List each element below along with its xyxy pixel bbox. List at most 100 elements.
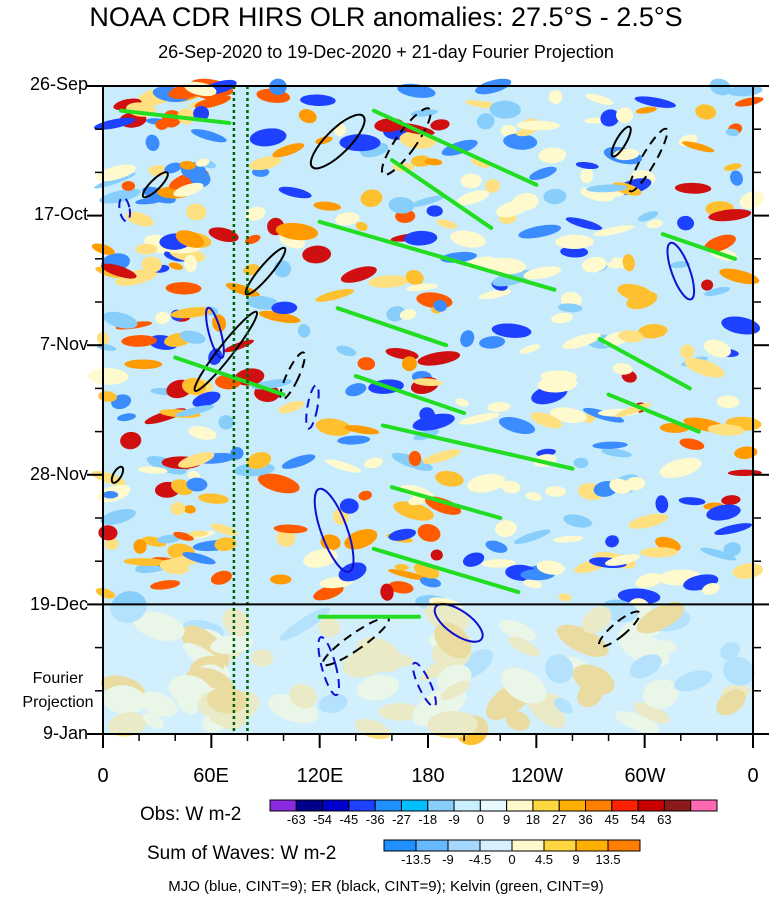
mjo-contour bbox=[205, 306, 225, 360]
anomaly-patch bbox=[335, 212, 360, 226]
anomaly-patch bbox=[680, 344, 695, 359]
anomaly-patch bbox=[489, 100, 521, 119]
obs-colorbar-tick-label: 0 bbox=[476, 812, 484, 827]
anomaly-patch bbox=[723, 542, 742, 557]
anomaly-patch bbox=[498, 416, 536, 434]
anomaly-patch bbox=[271, 301, 298, 315]
obs-colorbar-swatch bbox=[637, 799, 665, 812]
anomaly-patch bbox=[258, 310, 301, 324]
anomaly-patch bbox=[584, 117, 606, 124]
anomaly-patch bbox=[397, 83, 436, 98]
waves-colorbar-swatch bbox=[383, 839, 417, 852]
y-tick-label: 17-Oct bbox=[33, 204, 88, 224]
kelvin-contour bbox=[173, 355, 286, 397]
anomaly-patch bbox=[102, 311, 138, 329]
waves-colorbar-tick-label: 4.5 bbox=[534, 852, 554, 867]
y-tick-label: 7-Nov bbox=[39, 334, 88, 354]
anomaly-patch bbox=[297, 324, 311, 338]
projection-label-line1: Fourier bbox=[32, 670, 84, 687]
anomaly-patch bbox=[582, 256, 607, 273]
anomaly-patch bbox=[315, 418, 352, 436]
anomaly-patch bbox=[538, 147, 567, 164]
obs-colorbar-swatch bbox=[348, 799, 376, 812]
waves-colorbar-swatch bbox=[479, 839, 513, 852]
anomaly-patch bbox=[102, 491, 119, 499]
anomaly-patch bbox=[120, 431, 142, 450]
anomaly-patch bbox=[500, 124, 517, 137]
x-tick-label: 120W bbox=[510, 765, 564, 787]
er-contour bbox=[380, 107, 432, 176]
anomaly-patch bbox=[704, 234, 736, 253]
anomaly-patch bbox=[249, 156, 282, 171]
anomaly-patch bbox=[605, 535, 619, 548]
anomaly-patch bbox=[457, 190, 490, 206]
anomaly-patch bbox=[485, 179, 500, 193]
anomaly-patch bbox=[175, 405, 215, 417]
anomaly-patch bbox=[616, 107, 634, 124]
anomaly-patch bbox=[344, 425, 380, 435]
anomaly-patch bbox=[622, 254, 635, 272]
anomaly-patch bbox=[635, 106, 657, 114]
anomaly-patch bbox=[523, 266, 562, 280]
anomaly-patch bbox=[563, 514, 593, 528]
er-contour bbox=[110, 465, 125, 484]
obs-colorbar-swatch bbox=[690, 799, 718, 812]
anomaly-patch bbox=[512, 193, 539, 211]
anomaly-patch bbox=[695, 104, 717, 120]
obs-colorbar-tick-label: -54 bbox=[313, 812, 332, 827]
anomaly-patch bbox=[601, 448, 632, 458]
anomaly-patch bbox=[278, 400, 305, 414]
obs-colorbar-swatch bbox=[453, 799, 481, 812]
anomaly-patch bbox=[426, 205, 443, 217]
anomaly-patch bbox=[214, 537, 237, 552]
x-tick-label: 180 bbox=[411, 765, 445, 787]
anomaly-patch bbox=[592, 441, 628, 449]
mjo-contour bbox=[317, 636, 340, 697]
anomaly-patch bbox=[708, 209, 752, 222]
waves-colorbar-swatch bbox=[607, 839, 641, 852]
anomaly-patch bbox=[585, 93, 614, 105]
anomaly-patch bbox=[494, 520, 517, 537]
anomaly-patch bbox=[302, 245, 332, 264]
anomaly-patch bbox=[479, 336, 506, 349]
anomaly-patch bbox=[701, 279, 714, 291]
obs-colorbar-swatch bbox=[585, 799, 613, 812]
er-contour bbox=[610, 125, 632, 158]
anomaly-patch bbox=[659, 457, 702, 479]
anomaly-patch bbox=[557, 303, 583, 313]
anomaly-patch bbox=[345, 383, 367, 397]
waves-colorbar-swatch bbox=[511, 839, 545, 852]
anomaly-patch bbox=[135, 197, 164, 205]
anomaly-patch bbox=[612, 363, 633, 375]
anomaly-patch bbox=[530, 412, 563, 429]
anomaly-patch bbox=[358, 490, 372, 501]
anomaly-patch bbox=[405, 270, 424, 285]
anomaly-patch bbox=[325, 459, 361, 473]
waves-colorbar-tick-label: -4.5 bbox=[468, 852, 492, 867]
anomaly-patch bbox=[525, 492, 543, 501]
anomaly-patch bbox=[681, 141, 715, 153]
anomaly-patch bbox=[388, 196, 415, 214]
er-contour bbox=[141, 171, 169, 199]
waves-colorbar-swatch bbox=[575, 839, 609, 852]
anomaly-patch bbox=[721, 316, 761, 335]
anomaly-patch bbox=[320, 534, 341, 551]
anomaly-patch bbox=[732, 563, 764, 579]
kelvin-contour bbox=[119, 108, 232, 126]
anomaly-patch bbox=[388, 581, 414, 594]
anomaly-patch bbox=[94, 172, 136, 189]
y-tick-label: 9-Jan bbox=[42, 723, 88, 743]
anomaly-patch bbox=[706, 504, 741, 521]
anomaly-patch bbox=[360, 189, 383, 208]
anomaly-patch bbox=[435, 470, 464, 487]
anomaly-patch bbox=[190, 129, 227, 143]
anomaly-patch bbox=[115, 268, 158, 286]
er-contour bbox=[193, 310, 259, 393]
anomaly-patch bbox=[410, 109, 438, 117]
anomaly-patch bbox=[99, 188, 142, 204]
y-tick-label: 19-Dec bbox=[29, 594, 88, 614]
kelvin-contour bbox=[371, 108, 539, 187]
anomaly-patch bbox=[357, 357, 376, 371]
anomaly-patch bbox=[558, 593, 572, 602]
anomaly-patch bbox=[123, 557, 168, 566]
